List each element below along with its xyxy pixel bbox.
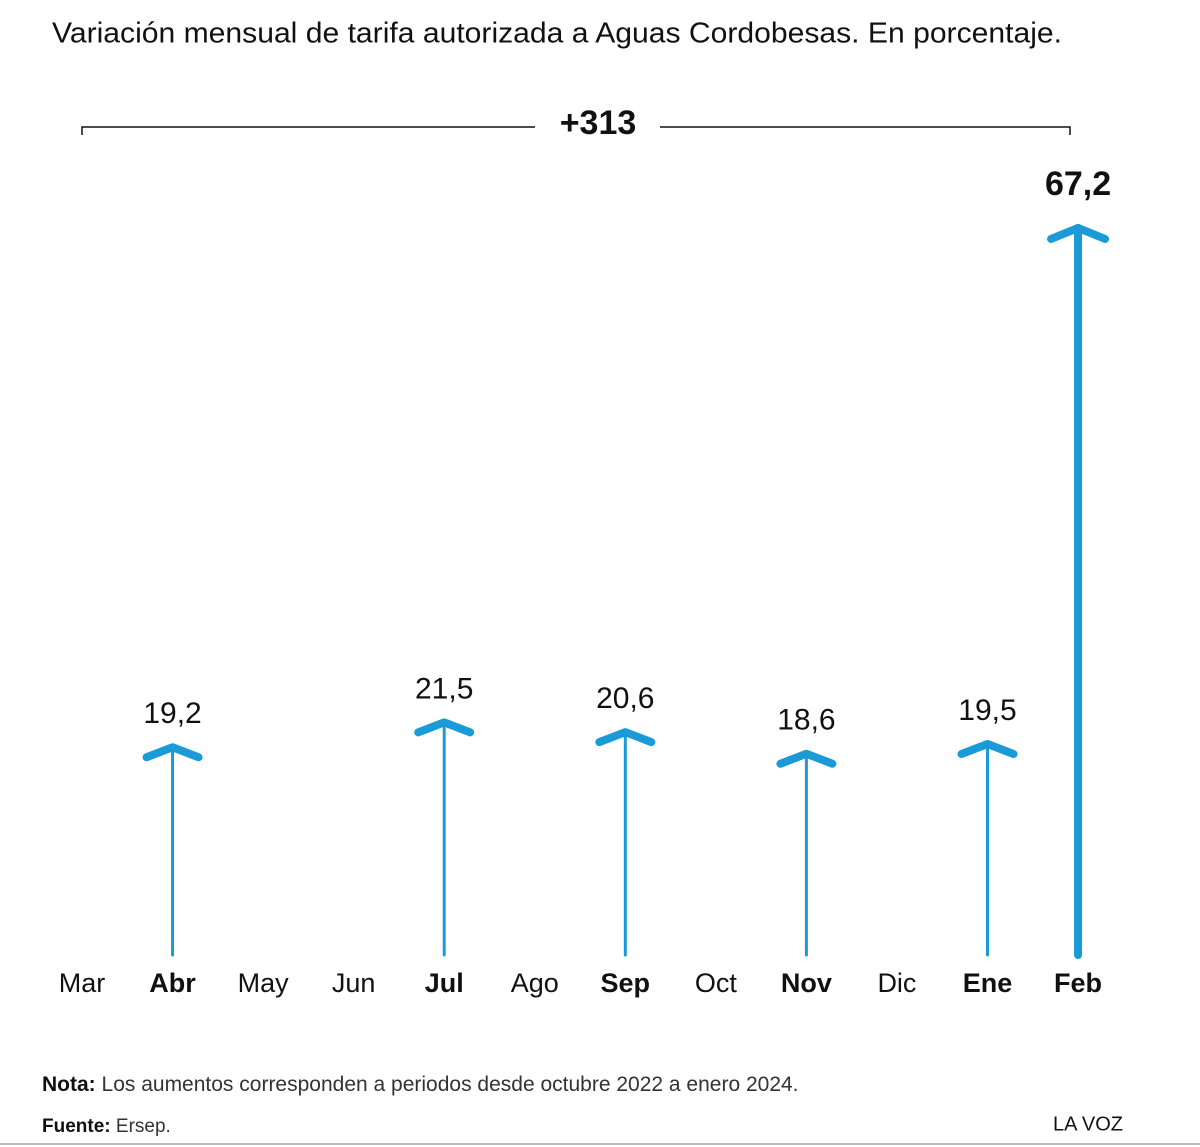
source: Fuente: Ersep. [42,1116,171,1137]
value-label: 67,2 [1045,165,1111,203]
credit: LA VOZ [1053,1113,1123,1135]
arrow-head [957,740,1018,759]
value-label: 19,5 [958,694,1016,727]
value-label: 18,6 [777,704,835,737]
x-tick-label: Nov [781,968,832,998]
note: Nota: Los aumentos corresponden a period… [42,1073,799,1096]
arrow-head [776,749,837,768]
x-tick-label: May [238,968,290,998]
value-label: 19,2 [143,697,201,730]
arrow-head [595,728,656,747]
note-text: Los aumentos corresponden a periodos des… [102,1073,799,1096]
chart-title: Variación mensual de tarifa autorizada a… [52,18,1062,50]
value-label: 20,6 [596,682,654,715]
note-label: Nota: [42,1073,96,1096]
arrow-head [142,743,203,762]
x-tick-label: Dic [877,968,916,998]
x-tick-label: Ene [963,968,1013,998]
value-label: 21,5 [415,672,473,705]
x-tick-label: Mar [59,968,106,998]
x-tick-label: Sep [601,968,651,998]
source-label: Fuente: [42,1116,111,1137]
x-tick-label: Ago [511,968,559,998]
total-label: +313 [560,104,637,142]
x-tick-label: Jun [332,968,376,998]
total-bracket [81,126,1071,135]
x-tick-label: Oct [695,968,738,998]
arrow-head [1047,223,1110,243]
x-tick-label: Feb [1054,968,1102,998]
source-text: Ersep. [116,1116,171,1137]
x-tick-label: Abr [149,968,196,998]
x-tick-label: Jul [425,968,464,998]
arrow-head [414,718,475,737]
